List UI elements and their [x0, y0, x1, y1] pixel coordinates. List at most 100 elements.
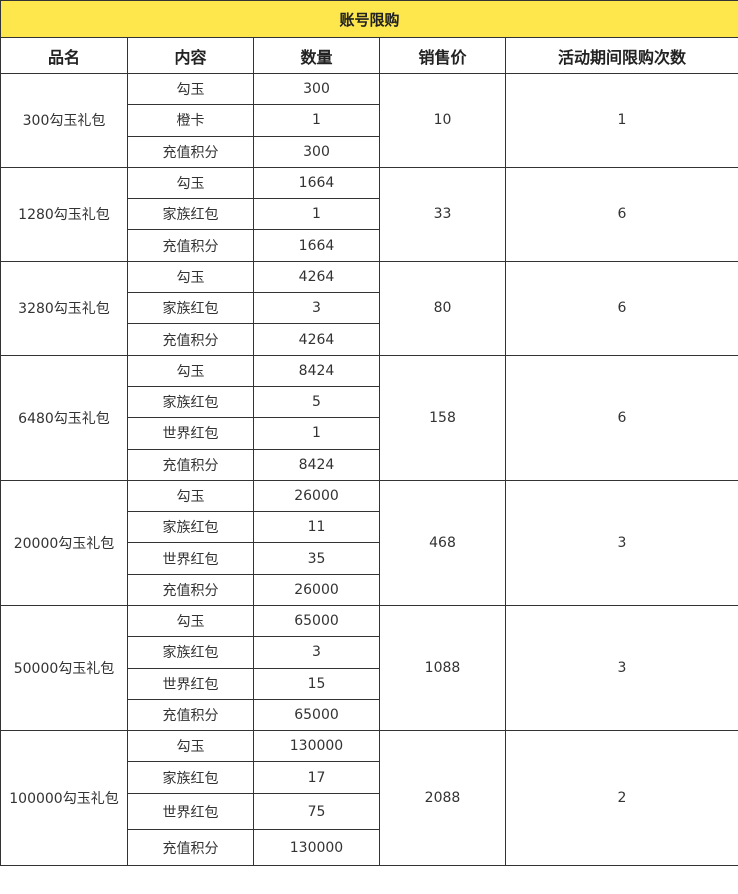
package-name: 100000勾玉礼包: [0, 730, 128, 867]
item-content: 勾玉: [127, 354, 254, 387]
package-price: 158: [379, 354, 506, 481]
item-content: 世界红包: [127, 793, 254, 831]
item-content: 勾玉: [127, 605, 254, 638]
header-name: 品名: [0, 37, 128, 74]
table-row: 充值积分 26000: [1, 573, 738, 607]
package-price: 468: [379, 479, 506, 607]
item-content: 充值积分: [127, 323, 254, 356]
header-row: 品名 内容 数量 销售价 活动期间限购次数: [0, 37, 738, 74]
table-row: 家族红包 17: [1, 761, 738, 795]
item-content: 充值积分: [127, 135, 254, 168]
purchase-limit-table: 账号限购 品名 内容 数量 销售价 活动期间限购次数 300勾玉礼包 勾玉 300 1…: [0, 0, 738, 867]
table-row: 充值积分 4264: [1, 323, 738, 356]
table-row: 20000勾玉礼包 勾玉 26000 468 3: [0, 479, 738, 607]
package-limit: 6: [505, 354, 738, 481]
package-price: 33: [379, 166, 506, 262]
item-content: 勾玉: [127, 479, 254, 513]
table-row: 家族红包 3: [1, 636, 738, 669]
item-quantity: 65000: [253, 605, 380, 638]
package-price: 10: [379, 73, 506, 168]
table-row: 世界红包 35: [1, 542, 738, 575]
item-content: 充值积分: [127, 573, 254, 607]
item-quantity: 26000: [253, 573, 380, 607]
table-row: 橙卡 1: [1, 104, 738, 137]
item-quantity: 8424: [253, 354, 380, 387]
item-quantity: 8424: [253, 448, 380, 481]
item-content: 勾玉: [127, 260, 254, 294]
item-quantity: 15: [253, 667, 380, 700]
item-content: 勾玉: [127, 166, 254, 200]
item-content: 充值积分: [127, 448, 254, 481]
table-row: 50000勾玉礼包 勾玉 65000 1088 3: [0, 605, 738, 732]
package-limit: 3: [505, 605, 738, 732]
item-content: 家族红包: [127, 385, 254, 419]
header-quantity: 数量: [253, 37, 380, 74]
header-content: 内容: [127, 37, 254, 74]
table-row: 3280勾玉礼包 勾玉 4264 80 6: [0, 260, 738, 356]
item-quantity: 5: [253, 385, 380, 419]
item-quantity: 17: [253, 761, 380, 795]
table-row: 世界红包 75: [1, 793, 738, 831]
item-content: 充值积分: [127, 829, 254, 867]
table-row: 1280勾玉礼包 勾玉 1664 33 6: [0, 166, 738, 262]
item-quantity: 65000: [253, 698, 380, 732]
table-row: 充值积分 65000: [1, 698, 738, 732]
item-content: 世界红包: [127, 667, 254, 700]
table-row: 家族红包 3: [1, 292, 738, 325]
package-name: 3280勾玉礼包: [0, 260, 128, 356]
item-quantity: 35: [253, 542, 380, 575]
package-limit: 3: [505, 479, 738, 607]
table-row: 家族红包 5: [1, 385, 738, 419]
package-name: 6480勾玉礼包: [0, 354, 128, 481]
package-name: 1280勾玉礼包: [0, 166, 128, 262]
item-content: 世界红包: [127, 542, 254, 575]
item-content: 家族红包: [127, 198, 254, 231]
item-content: 世界红包: [127, 417, 254, 450]
item-quantity: 300: [253, 72, 380, 106]
item-content: 充值积分: [127, 229, 254, 262]
item-quantity: 4264: [253, 260, 380, 294]
item-quantity: 1664: [253, 166, 380, 200]
table-row: 充值积分 130000: [1, 829, 738, 867]
package-limit: 1: [505, 73, 738, 168]
item-quantity: 26000: [253, 479, 380, 513]
package-price: 80: [379, 260, 506, 356]
package-price: 1088: [379, 605, 506, 732]
item-quantity: 1: [253, 198, 380, 231]
item-content: 家族红包: [127, 636, 254, 669]
table-row: 世界红包 15: [1, 667, 738, 700]
item-quantity: 75: [253, 793, 380, 831]
table-row: 世界红包 1: [1, 417, 738, 450]
item-quantity: 130000: [253, 829, 380, 867]
item-quantity: 11: [253, 511, 380, 544]
table-title: 账号限购: [0, 0, 738, 38]
item-quantity: 130000: [253, 730, 380, 763]
item-content: 充值积分: [127, 698, 254, 732]
item-quantity: 1664: [253, 229, 380, 262]
item-quantity: 3: [253, 292, 380, 325]
item-quantity: 3: [253, 636, 380, 669]
item-content: 勾玉: [127, 72, 254, 106]
package-limit: 6: [505, 166, 738, 262]
item-quantity: 1: [253, 104, 380, 137]
table-row: 6480勾玉礼包 勾玉 8424 158 6: [0, 354, 738, 481]
package-name: 50000勾玉礼包: [0, 605, 128, 732]
table-row: 充值积分 1664: [1, 229, 738, 262]
item-content: 家族红包: [127, 511, 254, 544]
table-row: 充值积分 8424: [1, 448, 738, 481]
item-quantity: 4264: [253, 323, 380, 356]
header-price: 销售价: [379, 37, 506, 74]
item-content: 家族红包: [127, 761, 254, 795]
package-name: 300勾玉礼包: [0, 73, 128, 168]
header-limit: 活动期间限购次数: [505, 37, 738, 74]
item-content: 橙卡: [127, 104, 254, 137]
item-content: 家族红包: [127, 292, 254, 325]
package-limit: 2: [505, 730, 738, 867]
table-row: 家族红包 1: [1, 198, 738, 231]
item-quantity: 300: [253, 135, 380, 168]
package-price: 2088: [379, 730, 506, 867]
package-name: 20000勾玉礼包: [0, 479, 128, 607]
package-limit: 6: [505, 260, 738, 356]
item-quantity: 1: [253, 417, 380, 450]
table-row: 300勾玉礼包 勾玉 300 10 1: [0, 72, 738, 168]
